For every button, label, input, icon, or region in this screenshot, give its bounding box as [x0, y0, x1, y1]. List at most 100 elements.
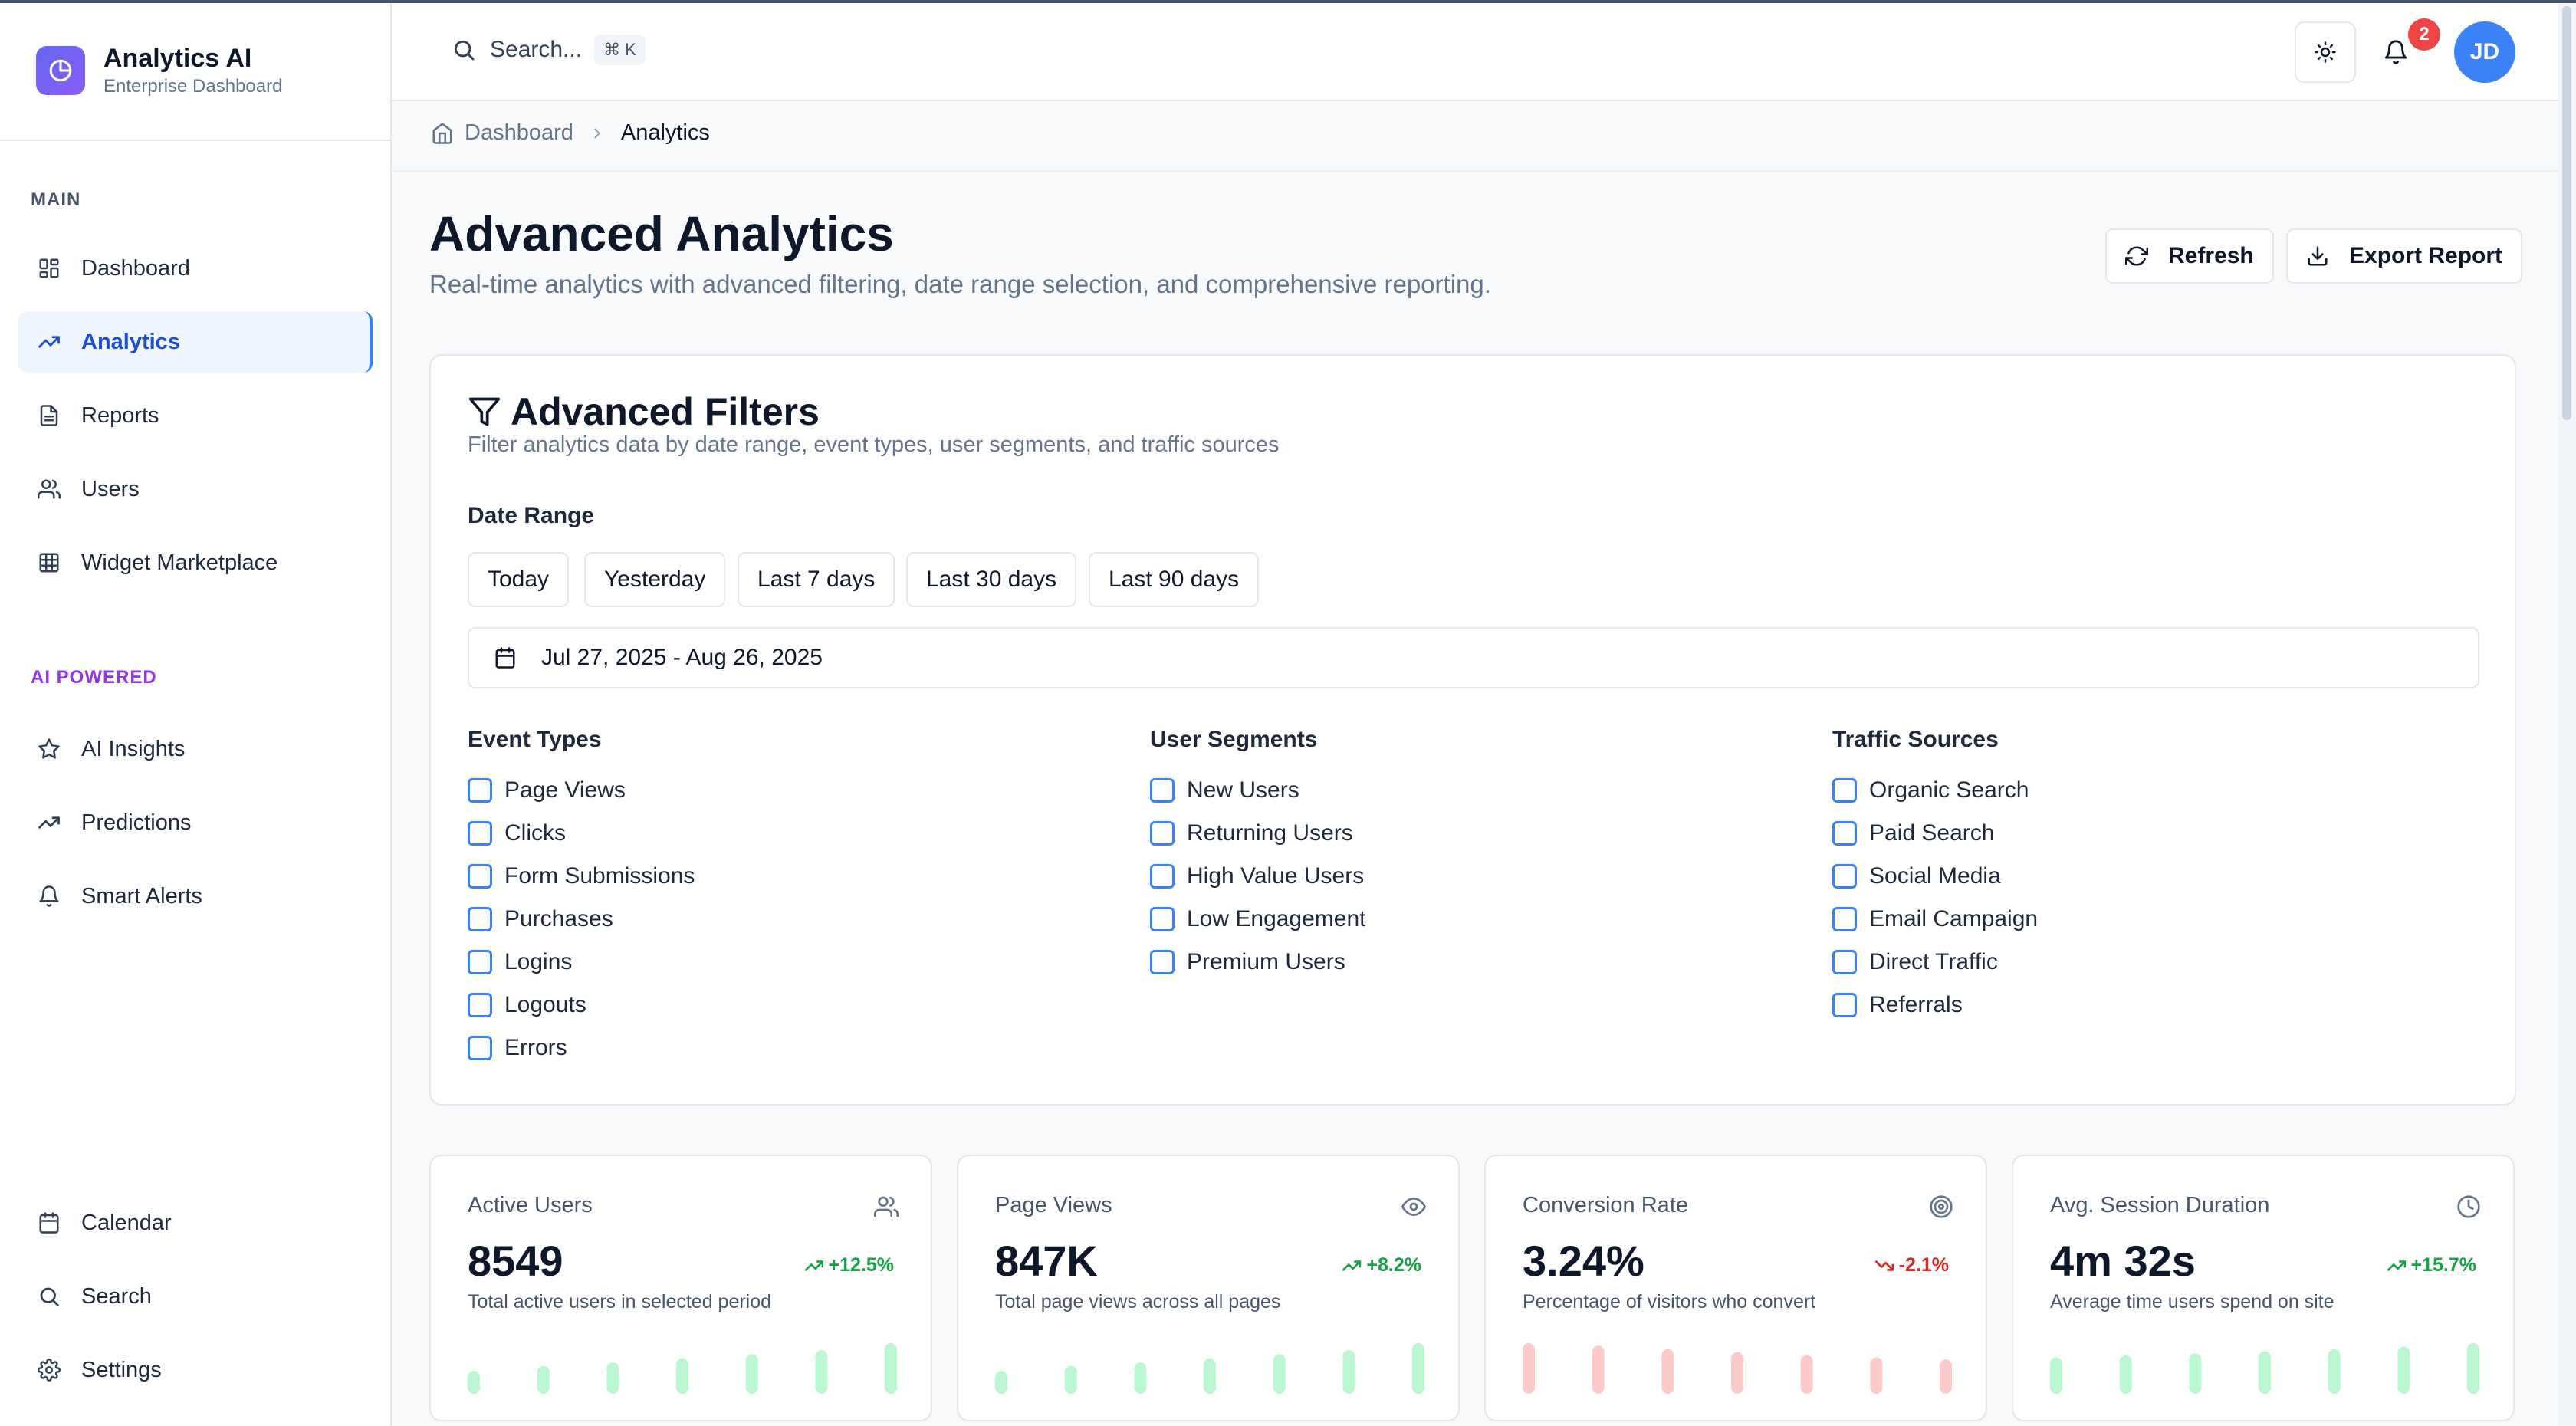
- sidebar-item-reports[interactable]: Reports: [18, 385, 373, 446]
- filter-source-direct-traffic[interactable]: Direct Traffic: [1832, 949, 1998, 975]
- nav-section-ai: AI POWERED: [31, 667, 157, 688]
- filter-event-purchases[interactable]: Purchases: [468, 906, 613, 932]
- filter-segment-new-users[interactable]: New Users: [1150, 777, 1300, 803]
- checkbox[interactable]: [468, 993, 492, 1017]
- sidebar-item-widget-marketplace[interactable]: Widget Marketplace: [18, 532, 373, 593]
- filter-segment-high-value-users[interactable]: High Value Users: [1150, 863, 1364, 889]
- checkbox-label: Referrals: [1869, 992, 1963, 1017]
- traffic-sources-label: Traffic Sources: [1832, 727, 1999, 752]
- users-icon: [37, 477, 61, 501]
- sidebar-item-analytics[interactable]: Analytics: [18, 311, 373, 373]
- sidebar-item-smart-alerts[interactable]: Smart Alerts: [18, 866, 373, 927]
- checkbox[interactable]: [1150, 864, 1175, 889]
- filter-source-paid-search[interactable]: Paid Search: [1832, 820, 1994, 846]
- sidebar-item-label: Reports: [81, 402, 159, 428]
- filter-source-organic-search[interactable]: Organic Search: [1832, 777, 2029, 803]
- checkbox[interactable]: [1150, 907, 1175, 932]
- stat-change-value: +12.5%: [828, 1254, 895, 1276]
- checkbox[interactable]: [468, 778, 492, 803]
- sidebar-item-settings[interactable]: Settings: [18, 1339, 373, 1401]
- sidebar-item-label: Settings: [81, 1357, 162, 1382]
- filter-source-social-media[interactable]: Social Media: [1832, 863, 2001, 889]
- page-subtitle: Real-time analytics with advanced filter…: [429, 270, 1491, 298]
- date-range-picker[interactable]: Jul 27, 2025 - Aug 26, 2025: [468, 627, 2479, 688]
- sidebar-item-label: Users: [81, 476, 140, 501]
- checkbox[interactable]: [468, 864, 492, 889]
- theme-toggle-button[interactable]: [2295, 21, 2356, 83]
- checkbox-label: Premium Users: [1187, 949, 1346, 974]
- sidebar-item-search[interactable]: Search: [18, 1266, 373, 1327]
- brand[interactable]: Analytics AI Enterprise Dashboard: [36, 43, 282, 98]
- date-preset-last-7-days[interactable]: Last 7 days: [738, 552, 895, 607]
- spark-bar: [1523, 1343, 1535, 1394]
- filters-title: Advanced Filters: [468, 389, 820, 434]
- sidebar-item-ai-insights[interactable]: AI Insights: [18, 718, 373, 780]
- calendar-icon: [494, 646, 517, 669]
- spark-bar: [2259, 1351, 2271, 1394]
- stat-value: 8549: [468, 1237, 564, 1285]
- checkbox[interactable]: [468, 907, 492, 932]
- stat-description: Average time users spend on site: [2050, 1291, 2334, 1313]
- breadcrumb-home-link[interactable]: Dashboard: [465, 120, 573, 145]
- breadcrumb-current: Analytics: [620, 120, 710, 145]
- date-preset-last-90-days[interactable]: Last 90 days: [1089, 552, 1260, 607]
- sidebar-item-predictions[interactable]: Predictions: [18, 792, 373, 853]
- sidebar-item-dashboard[interactable]: Dashboard: [18, 238, 373, 299]
- breadcrumb: Dashboard Analytics: [431, 120, 710, 146]
- checkbox[interactable]: [468, 950, 492, 974]
- stat-change: +15.7%: [2387, 1254, 2476, 1276]
- checkbox-label: Direct Traffic: [1869, 949, 1998, 974]
- filter-event-clicks[interactable]: Clicks: [468, 820, 566, 846]
- date-preset-last-30-days[interactable]: Last 30 days: [906, 552, 1077, 607]
- checkbox[interactable]: [1832, 907, 1857, 932]
- sidebar-item-label: Smart Alerts: [81, 883, 202, 909]
- scrollbar-thumb[interactable]: [2562, 6, 2571, 420]
- top-header: Search... ⌘ K 2 JD: [392, 3, 2558, 101]
- filter-source-email-campaign[interactable]: Email Campaign: [1832, 906, 2038, 932]
- stat-description: Total active users in selected period: [468, 1291, 772, 1313]
- checkbox[interactable]: [468, 821, 492, 846]
- date-preset-yesterday[interactable]: Yesterday: [584, 552, 726, 607]
- checkbox[interactable]: [468, 1036, 492, 1060]
- refresh-icon: [2125, 245, 2148, 268]
- stat-value: 4m 32s: [2050, 1237, 2196, 1285]
- trending-up-icon: [1342, 1256, 1362, 1276]
- filter-event-form-submissions[interactable]: Form Submissions: [468, 863, 695, 889]
- spark-bar: [1064, 1365, 1077, 1394]
- checkbox[interactable]: [1832, 993, 1857, 1017]
- date-range-value: Jul 27, 2025 - Aug 26, 2025: [541, 645, 823, 670]
- filter-event-logouts[interactable]: Logouts: [468, 992, 586, 1018]
- notifications-button[interactable]: [2377, 34, 2414, 71]
- window-top-border: [0, 0, 2576, 3]
- spark-bar: [1412, 1343, 1424, 1394]
- star-icon: [37, 737, 61, 761]
- checkbox[interactable]: [1832, 821, 1857, 846]
- sidebar-item-label: Search: [81, 1283, 152, 1309]
- filter-event-page-views[interactable]: Page Views: [468, 777, 626, 803]
- advanced-filters-card: Advanced Filters Filter analytics data b…: [429, 354, 2516, 1106]
- filter-segment-premium-users[interactable]: Premium Users: [1150, 949, 1346, 975]
- checkbox[interactable]: [1150, 821, 1175, 846]
- checkbox[interactable]: [1832, 778, 1857, 803]
- checkbox[interactable]: [1150, 950, 1175, 974]
- search-trigger[interactable]: Search... ⌘ K: [452, 34, 646, 65]
- checkbox[interactable]: [1832, 864, 1857, 889]
- filter-event-errors[interactable]: Errors: [468, 1035, 567, 1061]
- sidebar-item-calendar[interactable]: Calendar: [18, 1192, 373, 1254]
- sidebar-item-users[interactable]: Users: [18, 458, 373, 520]
- filter-source-referrals[interactable]: Referrals: [1832, 992, 1963, 1018]
- filter-icon: [468, 395, 501, 429]
- filter-event-logins[interactable]: Logins: [468, 949, 572, 975]
- user-avatar[interactable]: JD: [2454, 21, 2515, 83]
- refresh-button[interactable]: Refresh: [2105, 228, 2274, 284]
- stat-change-value: +8.2%: [1366, 1254, 1421, 1276]
- eye-icon: [1400, 1193, 1428, 1221]
- trending-up-icon: [804, 1256, 824, 1276]
- date-preset-today[interactable]: Today: [468, 552, 570, 607]
- export-report-button[interactable]: Export Report: [2286, 228, 2523, 284]
- checkbox[interactable]: [1832, 950, 1857, 974]
- filter-segment-returning-users[interactable]: Returning Users: [1150, 820, 1353, 846]
- checkbox-label: Purchases: [504, 906, 613, 932]
- checkbox[interactable]: [1150, 778, 1175, 803]
- filter-segment-low-engagement[interactable]: Low Engagement: [1150, 906, 1366, 932]
